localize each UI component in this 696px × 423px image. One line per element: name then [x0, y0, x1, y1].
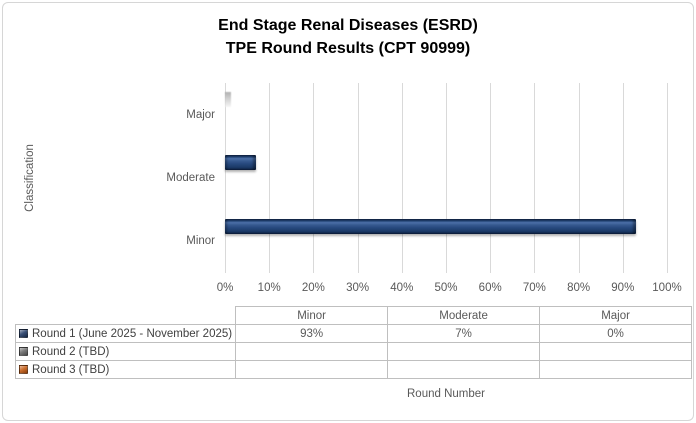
- table-row: Round 3 (TBD): [14, 360, 693, 379]
- value-cell: 7%: [387, 324, 541, 343]
- legend-label: Round 1 (June 2025 - November 2025): [32, 327, 233, 340]
- value-cell: [539, 360, 693, 379]
- table-row: Round 2 (TBD): [14, 342, 693, 361]
- plot-area: [225, 83, 668, 273]
- legend-label: Round 2 (TBD): [32, 345, 110, 358]
- table-header-minor: Minor: [235, 306, 389, 325]
- table-header-moderate: Moderate: [387, 306, 541, 325]
- table-header-major: Major: [539, 306, 693, 325]
- bar-moderate: [225, 155, 256, 171]
- gridline: [578, 83, 580, 273]
- chart-title-line1: End Stage Renal Diseases (ESRD): [218, 17, 478, 34]
- results-table-body: Round 1 (June 2025 - November 2025) 93% 7%…: [14, 324, 693, 379]
- value-cell: 93%: [235, 324, 389, 343]
- x-tick-label: 80%: [567, 282, 591, 294]
- value-cell: [387, 360, 541, 379]
- legend-cell: Round 3 (TBD): [14, 360, 237, 379]
- gridline: [401, 83, 403, 273]
- gridline: [622, 83, 624, 273]
- x-tick-label: 100%: [652, 282, 682, 294]
- x-tick-label: 20%: [301, 282, 325, 294]
- legend-key-icon: [19, 364, 28, 374]
- x-tick-label: 70%: [522, 282, 546, 294]
- value-cell: [387, 342, 541, 361]
- legend-label: Round 3 (TBD): [32, 363, 110, 376]
- table-corner-cell: [15, 306, 237, 325]
- category-label: Moderate: [166, 172, 215, 184]
- x-axis-title: Round Number: [407, 388, 485, 400]
- gridline: [313, 83, 315, 273]
- x-tick-label: 0%: [216, 282, 234, 294]
- gridline: [357, 83, 359, 273]
- bar-minor: [225, 218, 637, 234]
- value-cell: [539, 342, 693, 361]
- results-table: Minor Moderate Major Round 1 (June 2025 - …: [14, 306, 693, 379]
- bar-major-zero: [225, 92, 231, 107]
- x-tick-label: 60%: [478, 282, 502, 294]
- gridline: [490, 83, 492, 273]
- value-cell: [235, 360, 389, 379]
- gridline: [446, 83, 447, 273]
- legend-cell: Round 1 (June 2025 - November 2025): [14, 324, 237, 343]
- x-tick-label: 40%: [390, 282, 414, 294]
- results-table-header: Minor Moderate Major: [15, 306, 693, 325]
- gridline: [269, 83, 271, 273]
- table-row: Round 1 (June 2025 - November 2025) 93% 7%…: [14, 324, 693, 343]
- chart-title-line2: TPE Round Results (CPT 90999): [225, 40, 471, 57]
- y-axis-title: Classification: [24, 144, 36, 212]
- x-tick-label: 90%: [611, 282, 635, 294]
- category-label: Minor: [186, 235, 215, 248]
- x-tick-label: 10%: [257, 282, 281, 294]
- gridline: [225, 83, 226, 273]
- x-tick-label: 30%: [346, 282, 370, 294]
- gridline: [667, 83, 668, 273]
- legend-key-icon: [19, 328, 28, 338]
- x-tick-label: 50%: [434, 282, 458, 294]
- category-label: Major: [186, 108, 215, 121]
- gridline: [534, 83, 536, 273]
- value-cell: [235, 342, 389, 361]
- legend-cell: Round 2 (TBD): [14, 342, 237, 361]
- chart-title: End Stage Renal Diseases (ESRD) TPE Roun…: [3, 14, 693, 60]
- value-cell: 0%: [539, 324, 693, 343]
- legend-key-icon: [19, 346, 28, 356]
